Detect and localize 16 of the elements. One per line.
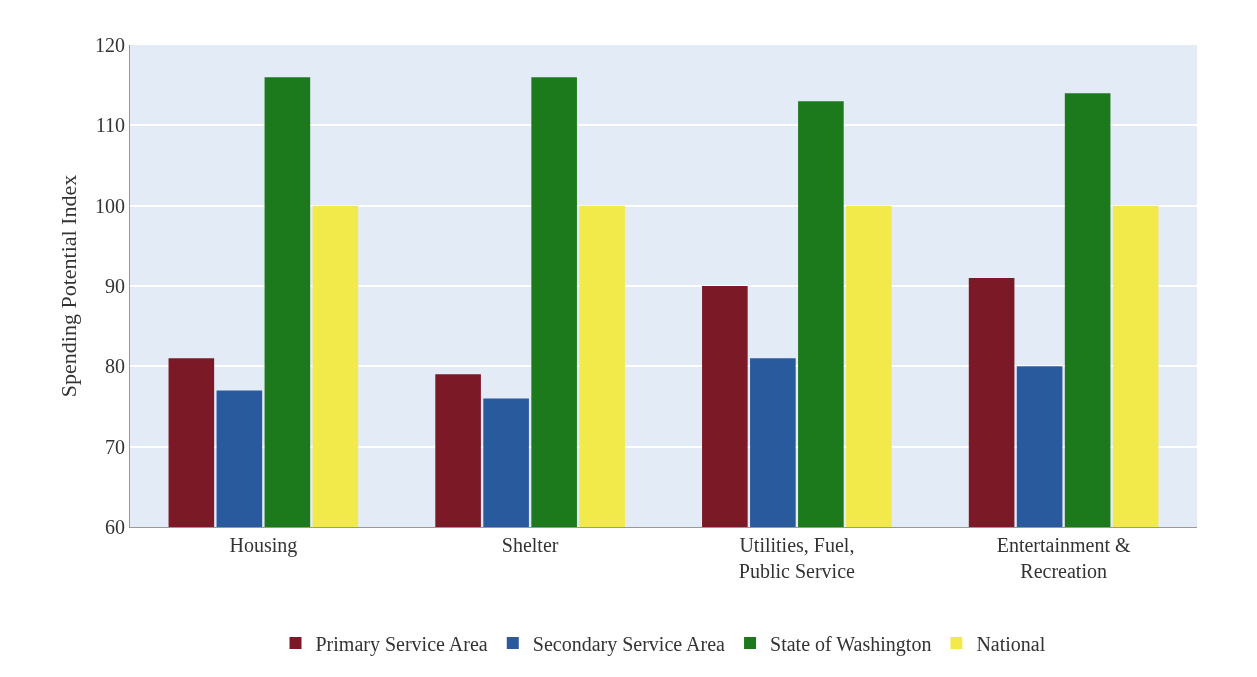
y-tick-label: 100	[95, 194, 125, 217]
x-tick-label: Entertainment & Recreation	[996, 534, 1131, 582]
legend-label: State of Washington	[770, 632, 932, 656]
legend-label: Primary Service Area	[315, 632, 488, 656]
y-tick-label: 110	[95, 114, 125, 137]
legend-label: National	[976, 632, 1046, 655]
x-tick-label: Shelter	[501, 534, 559, 556]
y-tick-label: 60	[105, 516, 125, 538]
x-tick-label: Housing	[229, 534, 298, 557]
legend-label: Secondary Service Area	[532, 632, 726, 656]
y-axis-title: Spending Potential Index	[56, 174, 81, 398]
y-tick-label: 90	[105, 275, 125, 297]
y-tick-label: 80	[105, 355, 125, 378]
y-tick-label: 70	[105, 435, 125, 458]
y-tick-label: 120	[95, 34, 125, 56]
x-tick-label: Utilities, Fuel, Public Service	[738, 534, 856, 582]
